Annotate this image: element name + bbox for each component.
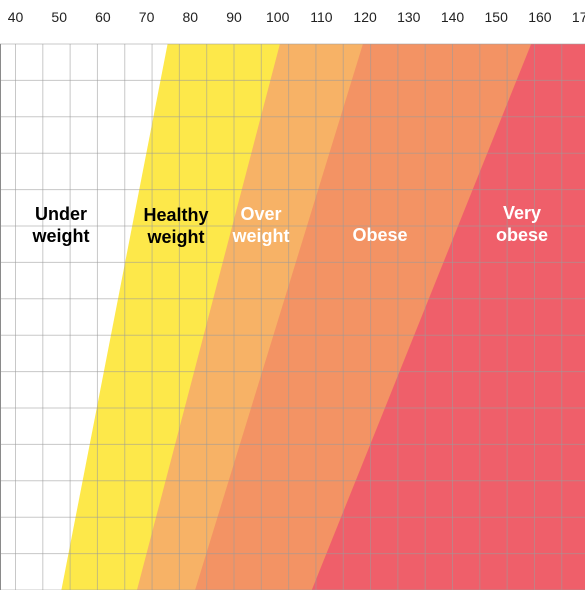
x-tick-label: 90 (226, 9, 242, 25)
x-tick-label: 60 (95, 9, 111, 25)
x-tick-label: 170 (572, 9, 585, 25)
x-tick-label: 110 (310, 9, 333, 25)
zone-label-under-weight: weight (32, 226, 90, 246)
x-tick-label: 100 (266, 9, 290, 25)
zone-label-very-obese: Very (503, 203, 541, 223)
x-tick-labels: 40 50 60 70 80 90 100 110 120 130 140 150 160 170 (8, 9, 585, 25)
x-tick-label: 160 (528, 9, 552, 25)
x-tick-label: 70 (139, 9, 155, 25)
zone-label-healthy-weight: Healthy (143, 205, 208, 225)
zones-layer (0, 44, 585, 590)
x-tick-label: 130 (397, 9, 421, 25)
x-tick-label: 140 (441, 9, 465, 25)
x-tick-label: 120 (353, 9, 377, 25)
zone-label-obese: Obese (352, 225, 407, 245)
x-tick-label: 50 (51, 9, 67, 25)
zone-label-healthy-weight: weight (147, 227, 205, 247)
x-tick-label: 150 (485, 9, 509, 25)
zone-label-over-weight: Over (240, 204, 281, 224)
zone-label-very-obese: obese (496, 225, 548, 245)
grid-layer (0, 43, 585, 590)
x-tick-label: 40 (8, 9, 24, 25)
x-tick-label: 80 (183, 9, 199, 25)
zone-label-over-weight: weight (232, 226, 290, 246)
zone-label-under-weight: Under (35, 204, 87, 224)
zone-under-weight (0, 44, 168, 590)
